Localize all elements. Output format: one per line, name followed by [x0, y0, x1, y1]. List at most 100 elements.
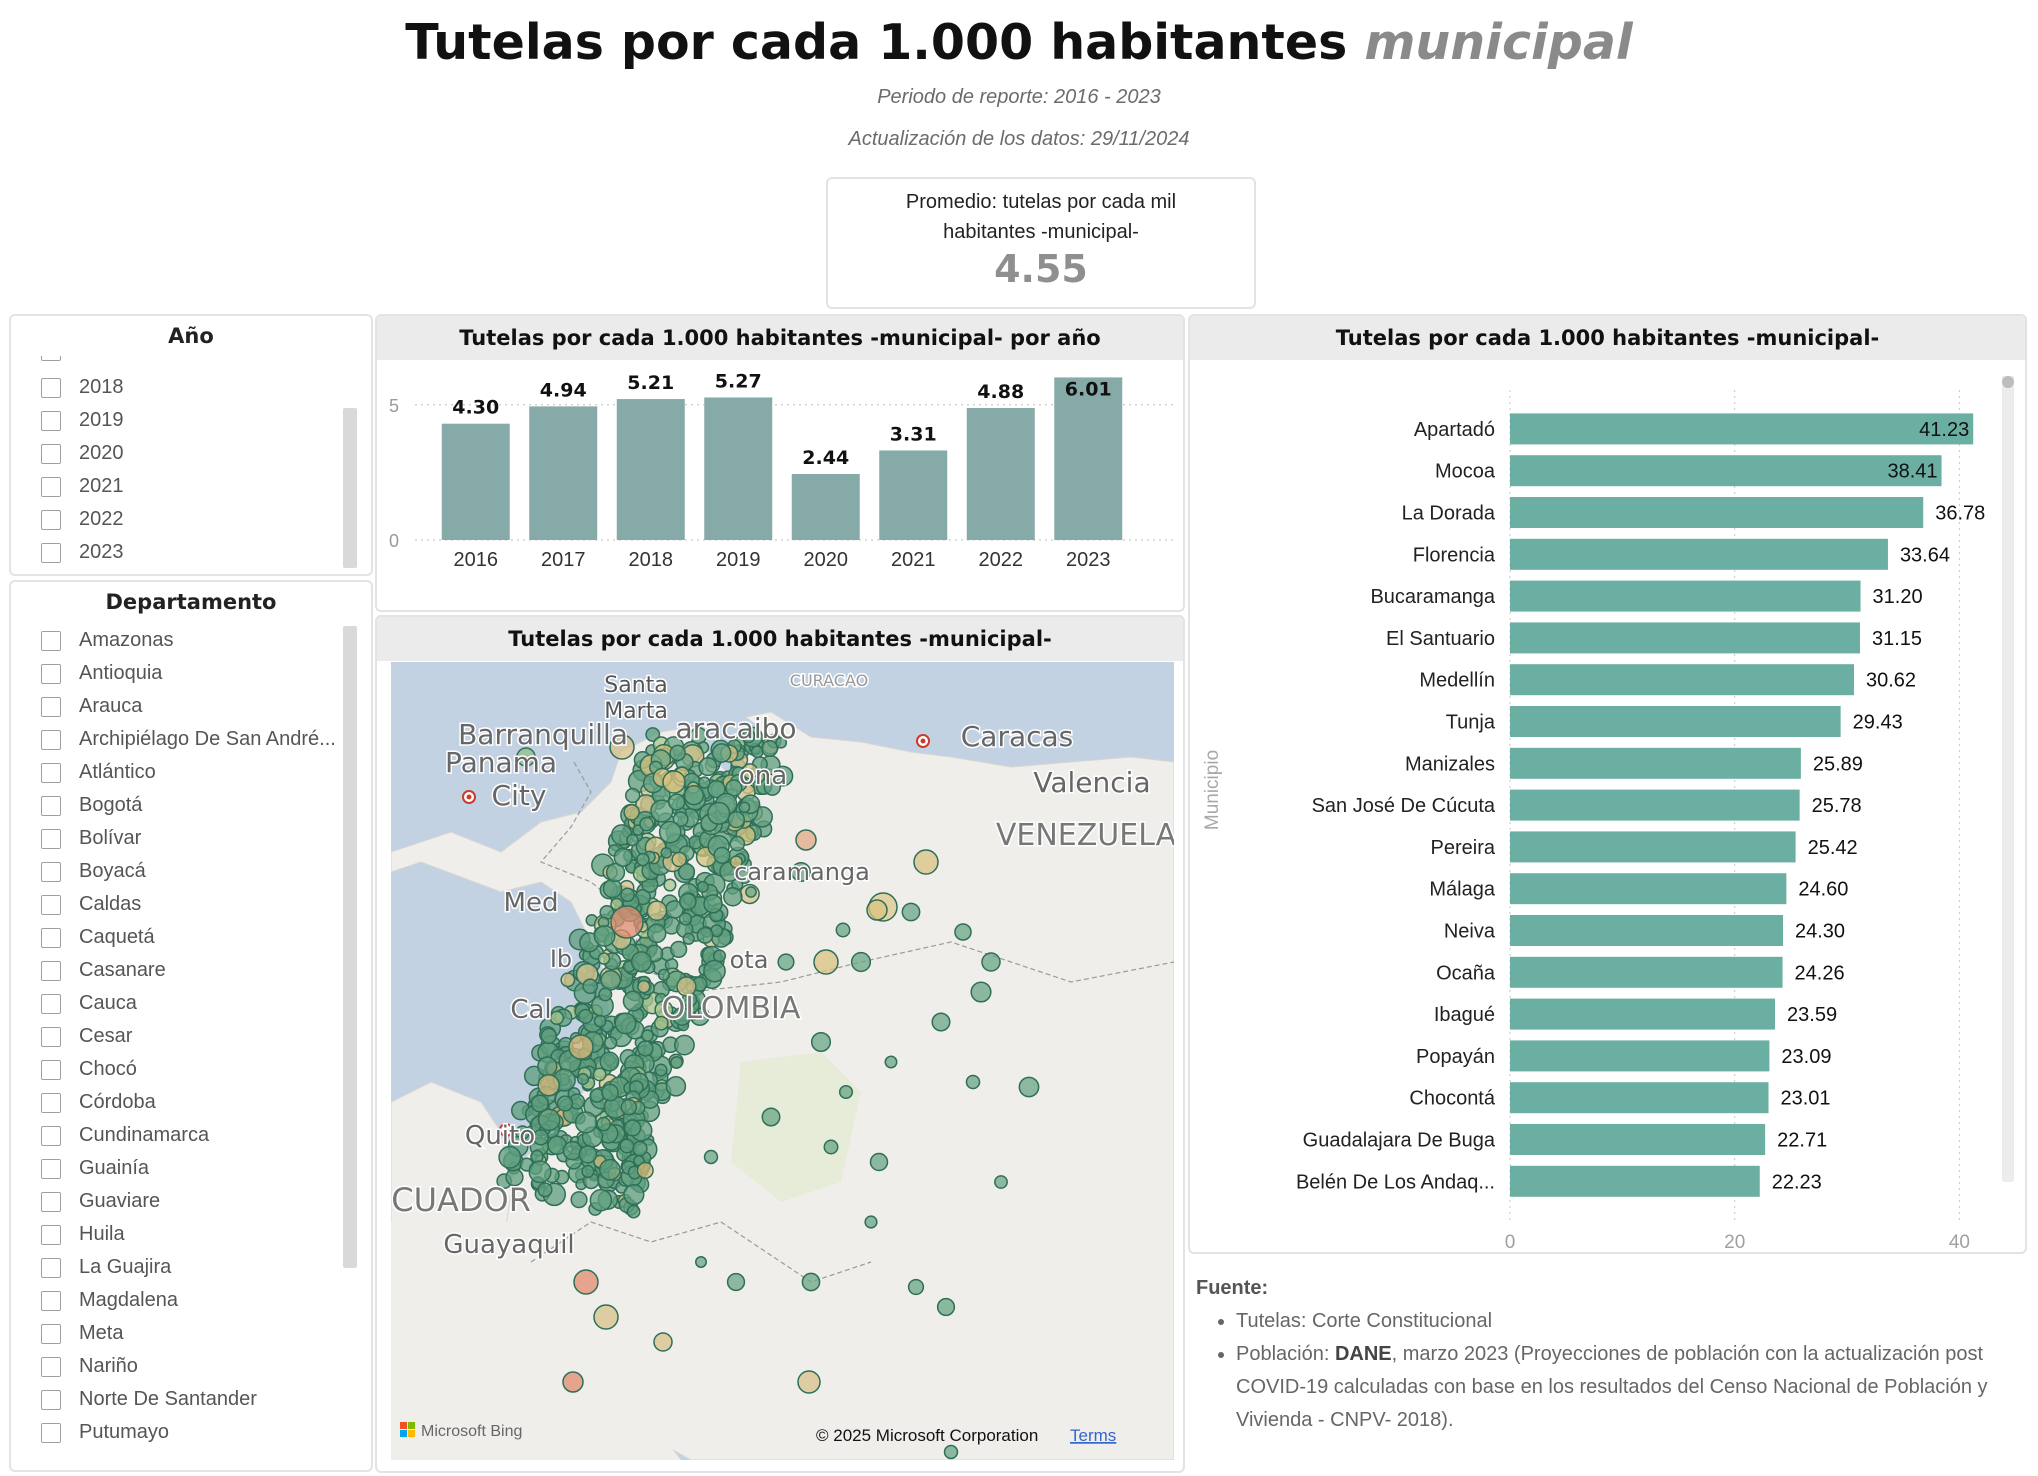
- municipality-bubble[interactable]: [623, 1183, 645, 1206]
- municipality-bubble[interactable]: [901, 902, 921, 922]
- municipality-bubble[interactable]: [537, 1074, 560, 1097]
- checkbox[interactable]: [41, 1158, 61, 1179]
- highlight-bubble[interactable]: [573, 1269, 599, 1295]
- municipality-bubble[interactable]: [626, 1204, 641, 1219]
- checkbox[interactable]: [41, 729, 61, 750]
- slicer-item[interactable]: Arauca: [41, 690, 357, 723]
- municipality-bubble[interactable]: [723, 886, 743, 907]
- checkbox[interactable]: [41, 1092, 61, 1113]
- municipality-bubble[interactable]: [907, 1278, 925, 1296]
- slicer-item[interactable]: Cundinamarca: [41, 1119, 357, 1152]
- slicer-item[interactable]: Boyacá: [41, 855, 357, 888]
- municipality-bubble[interactable]: [570, 1191, 588, 1209]
- municipality-bubble[interactable]: [660, 847, 673, 859]
- slicer-item[interactable]: Casanare: [41, 954, 357, 987]
- municipality-bubble[interactable]: [670, 1055, 684, 1069]
- checkbox[interactable]: [41, 1257, 61, 1278]
- municipality-bubble[interactable]: [775, 736, 788, 749]
- municipality-bubble[interactable]: [931, 1012, 951, 1032]
- municipality-bubble[interactable]: [623, 804, 640, 821]
- municipality-bubble[interactable]: [630, 951, 652, 973]
- municipality-bubble[interactable]: [869, 1152, 889, 1172]
- municipality-bubble[interactable]: [625, 787, 641, 804]
- slicer-item[interactable]: Guainía: [41, 1152, 357, 1185]
- municipality-bubble[interactable]: [665, 1076, 687, 1097]
- checkbox[interactable]: [41, 1422, 61, 1443]
- municipality-bubble[interactable]: [683, 785, 705, 806]
- municipality-bubble[interactable]: [729, 835, 746, 852]
- municipality-bubble[interactable]: [726, 1272, 746, 1292]
- municipality-bar[interactable]: [1510, 706, 1841, 737]
- slicer-item[interactable]: 2017: [41, 356, 341, 367]
- municipality-bubble[interactable]: [689, 726, 708, 745]
- municipality-bar[interactable]: [1510, 915, 1784, 946]
- municipality-bar[interactable]: [1510, 538, 1888, 570]
- municipality-bubble[interactable]: [578, 1145, 598, 1164]
- municipality-bar[interactable]: [1510, 1124, 1766, 1155]
- municipality-bubble[interactable]: [560, 972, 576, 988]
- slicer-item[interactable]: Norte De Santander: [41, 1383, 357, 1416]
- municipality-bubble[interactable]: [646, 923, 667, 944]
- municipality-bubble[interactable]: [703, 959, 726, 983]
- municipality-bubble[interactable]: [589, 1188, 613, 1212]
- municipality-bubble[interactable]: [663, 878, 677, 892]
- municipality-bubble[interactable]: [598, 987, 613, 1002]
- municipality-bar[interactable]: [1510, 413, 1974, 445]
- municipality-bubble[interactable]: [530, 1094, 549, 1113]
- checkbox[interactable]: [41, 762, 61, 783]
- checkbox[interactable]: [41, 1224, 61, 1245]
- municipality-chart-scrollbar[interactable]: [2002, 376, 2014, 1182]
- checkbox[interactable]: [41, 1323, 61, 1344]
- municipality-bubble[interactable]: [605, 862, 626, 883]
- checkbox[interactable]: [41, 1059, 61, 1080]
- municipality-bubble[interactable]: [1018, 1076, 1040, 1098]
- municipality-bubble[interactable]: [676, 976, 697, 997]
- municipality-bar[interactable]: [1510, 956, 1783, 988]
- municipality-bubble[interactable]: [599, 1051, 620, 1072]
- municipality-bubble[interactable]: [678, 892, 697, 911]
- slicer-item[interactable]: Bolívar: [41, 822, 357, 855]
- slicer-item[interactable]: Meta: [41, 1317, 357, 1350]
- municipality-bubble[interactable]: [657, 968, 671, 981]
- checkbox[interactable]: [41, 1125, 61, 1146]
- highlight-bubble[interactable]: [795, 829, 817, 851]
- slicer-item[interactable]: 2022: [41, 503, 341, 536]
- checkbox[interactable]: [41, 356, 61, 361]
- highlight-bubble[interactable]: [593, 1304, 619, 1330]
- year-slicer-scrollbar[interactable]: [343, 408, 357, 568]
- municipality-bubble[interactable]: [703, 1149, 719, 1165]
- slicer-item[interactable]: Chocó: [41, 1053, 357, 1086]
- municipality-bubble[interactable]: [682, 932, 695, 945]
- slicer-item[interactable]: Caldas: [41, 888, 357, 921]
- scroll-thumb[interactable]: [2002, 376, 2014, 388]
- checkbox[interactable]: [41, 476, 61, 497]
- municipality-bubble[interactable]: [636, 1161, 654, 1179]
- municipality-bar[interactable]: [1510, 873, 1787, 905]
- checkbox[interactable]: [41, 795, 61, 816]
- municipality-bubble[interactable]: [637, 1040, 654, 1057]
- checkbox[interactable]: [41, 696, 61, 717]
- municipality-bubble[interactable]: [574, 1111, 598, 1134]
- municipality-bubble[interactable]: [936, 1297, 956, 1317]
- municipality-bubble[interactable]: [646, 900, 668, 922]
- checkbox[interactable]: [41, 630, 61, 651]
- municipality-bubble[interactable]: [954, 923, 972, 941]
- slicer-item[interactable]: Magdalena: [41, 1284, 357, 1317]
- municipality-bubble[interactable]: [576, 1072, 590, 1086]
- highlight-bubble[interactable]: [813, 949, 839, 975]
- municipality-bar[interactable]: [1510, 1082, 1769, 1114]
- municipality-bubble[interactable]: [602, 878, 623, 899]
- slicer-item[interactable]: Atlántico: [41, 756, 357, 789]
- checkbox[interactable]: [41, 1389, 61, 1410]
- municipality-bubble[interactable]: [695, 1256, 707, 1268]
- highlight-bubble[interactable]: [866, 899, 888, 921]
- municipality-bubble[interactable]: [678, 912, 693, 926]
- municipality-bubble[interactable]: [645, 727, 661, 742]
- municipality-bubble[interactable]: [537, 1108, 561, 1132]
- slicer-item[interactable]: Córdoba: [41, 1086, 357, 1119]
- slicer-item[interactable]: Antioquia: [41, 657, 357, 690]
- municipality-bubble[interactable]: [636, 852, 650, 867]
- municipality-bubble[interactable]: [578, 1008, 594, 1025]
- municipality-bar[interactable]: [1510, 1040, 1770, 1072]
- municipality-bubble[interactable]: [725, 779, 743, 797]
